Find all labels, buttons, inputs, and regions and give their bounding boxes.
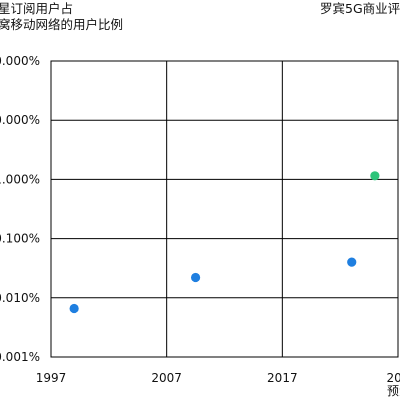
y-axis-tick-labels: 0.001% 0.010% 0.100% 1.000% 10.000% 0.000% — [0, 54, 40, 364]
x-tick-label: 202 — [387, 371, 400, 385]
data-points — [69, 171, 380, 314]
x-tick-label: 1997 — [36, 371, 67, 385]
chart-source-label: 罗宾5G商业评 — [320, 1, 400, 16]
x-tick-label: 2017 — [267, 371, 298, 385]
data-point — [69, 303, 79, 314]
grid — [51, 61, 398, 357]
y-tick-label: 0.001% — [0, 350, 40, 364]
y-tick-label: 10.000% — [0, 113, 40, 127]
y-tick-label: 0.100% — [0, 232, 40, 246]
x-axis-tick-labels: 1997 2007 2017 202 — [36, 371, 400, 385]
data-point — [347, 257, 357, 267]
data-point — [370, 171, 380, 181]
plot-frame — [50, 60, 399, 358]
y-tick-label: 1.000% — [0, 172, 40, 186]
chart-title-line-1: 星订阅用户占 — [0, 1, 73, 16]
y-tick-label: 0.000% — [0, 54, 40, 68]
forecast-label: 预浏 — [387, 384, 400, 398]
y-tick-label: 0.010% — [0, 291, 40, 305]
chart-title-line-2: 窝移动网络的用户比例 — [0, 17, 123, 32]
data-point — [190, 272, 201, 283]
x-tick-label: 2007 — [151, 371, 182, 385]
